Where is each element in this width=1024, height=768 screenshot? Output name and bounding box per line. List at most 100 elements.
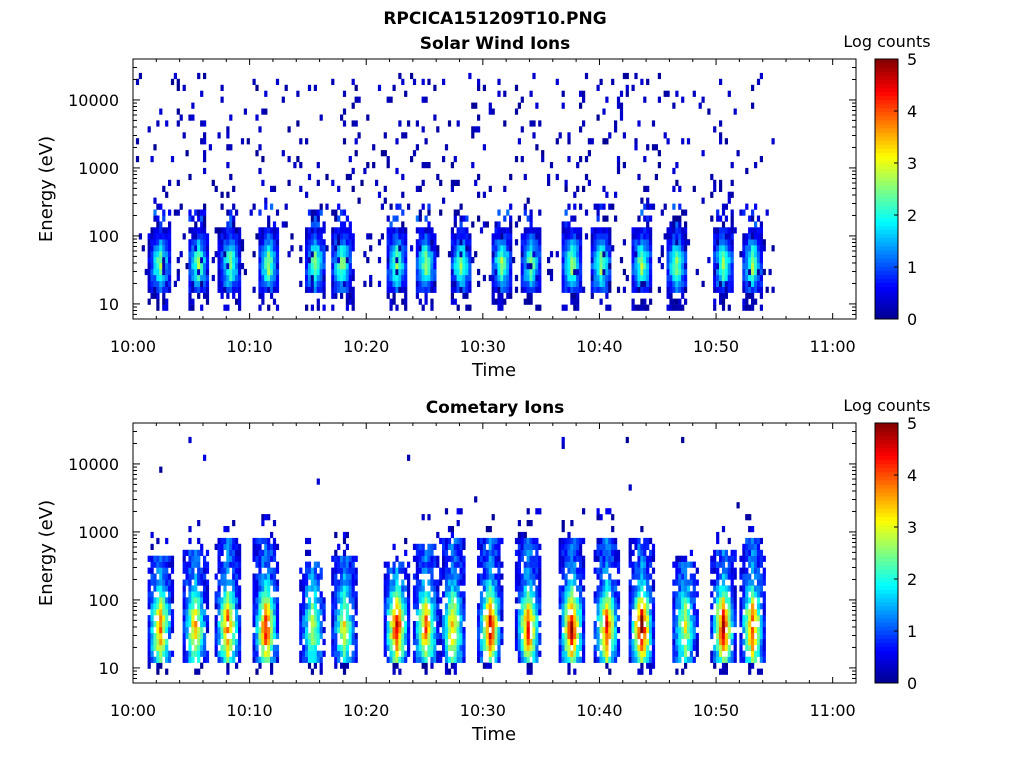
heatmap-cell (590, 138, 594, 145)
heatmap-cell (404, 638, 408, 646)
heatmap-cell (176, 209, 180, 216)
heatmap-cell (270, 615, 274, 622)
heatmap-cell (517, 597, 521, 604)
heatmap-cell (261, 286, 265, 293)
heatmap-cell (150, 591, 154, 598)
heatmap-cell (176, 274, 180, 282)
heatmap-cell (479, 638, 484, 646)
heatmap-cell (482, 144, 486, 151)
heatmap-cell (203, 579, 207, 586)
heatmap-cell (442, 650, 446, 657)
heatmap-cell (462, 215, 466, 222)
heatmap-cell (354, 573, 358, 580)
heatmap-cell (267, 638, 271, 646)
heatmap-cell (494, 603, 498, 610)
heatmap-cell (716, 227, 720, 234)
heatmap-cell (165, 233, 169, 240)
heatmap-cell (713, 126, 717, 133)
heatmap-cell (238, 585, 242, 592)
heatmap-cell (509, 215, 513, 222)
heatmap-cell (523, 537, 527, 545)
heatmap-cell (564, 257, 568, 264)
heatmap-cell (523, 585, 527, 592)
heatmap-cell (686, 632, 691, 640)
heatmap-cell (392, 245, 396, 252)
heatmap-cell (733, 638, 737, 646)
heatmap-cell (395, 304, 399, 311)
heatmap-cell (299, 632, 303, 640)
heatmap-cell (497, 537, 501, 545)
heatmap-cell (153, 280, 157, 287)
heatmap-cell (526, 638, 530, 646)
heatmap-cell (275, 609, 280, 616)
heatmap-cell (582, 537, 586, 545)
heatmap-cell (398, 263, 402, 270)
heatmap-cell (386, 567, 390, 574)
heatmap-cell (439, 573, 443, 580)
heatmap-cell (649, 656, 653, 663)
heatmap-cell (307, 549, 312, 556)
heatmap-cell (342, 656, 347, 663)
heatmap-cell (692, 638, 696, 646)
heatmap-cell (214, 591, 218, 598)
heatmap-cell (415, 579, 419, 586)
heatmap-cell (226, 292, 230, 299)
heatmap-cell (383, 638, 387, 646)
heatmap-cell (319, 591, 323, 598)
heatmap-cell (494, 585, 498, 592)
heatmap-cell (165, 650, 169, 657)
heatmap-cell (392, 650, 396, 657)
heatmap-cell (713, 257, 717, 264)
heatmap-cell (307, 597, 312, 604)
heatmap-cell (424, 274, 428, 282)
heatmap-cell (564, 227, 568, 234)
heatmap-cell (611, 609, 615, 616)
heatmap-cell (713, 286, 717, 293)
heatmap-cell (748, 257, 752, 264)
heatmap-cell (220, 292, 224, 299)
heatmap-cell (689, 644, 693, 651)
heatmap-cell (168, 245, 172, 252)
heatmap-cell (194, 251, 198, 258)
heatmap-cell (147, 268, 151, 276)
heatmap-cell (605, 543, 609, 550)
heatmap-cell (307, 227, 312, 234)
heatmap-cell (270, 263, 274, 270)
heatmap-cell (153, 209, 157, 216)
heatmap-cell (398, 597, 402, 604)
heatmap-cell (325, 245, 329, 252)
heatmap-cell (678, 573, 682, 580)
heatmap-cell (529, 90, 533, 97)
heatmap-cell (666, 304, 670, 311)
heatmap-cell (579, 609, 583, 616)
heatmap-cell (444, 508, 449, 515)
colorbar-segment (875, 75, 898, 80)
heatmap-cell (307, 585, 312, 592)
heatmap-cell (742, 573, 746, 580)
heatmap-cell (410, 156, 414, 163)
heatmap-cell (205, 268, 210, 276)
heatmap-cell (313, 627, 317, 634)
heatmap-cell (319, 567, 323, 574)
heatmap-cell (418, 543, 422, 550)
heatmap-cell (754, 537, 758, 545)
heatmap-cell (730, 227, 734, 234)
colorbar-segment (875, 302, 898, 308)
heatmap-cell (526, 239, 530, 246)
heatmap-cell (337, 251, 341, 258)
heatmap-cell (567, 638, 571, 646)
heatmap-cell (716, 591, 720, 598)
heatmap-cell (564, 573, 568, 580)
heatmap-cell (456, 555, 460, 562)
heatmap-cell (270, 268, 274, 276)
heatmap-cell (258, 662, 262, 669)
heatmap-cell (573, 227, 577, 234)
y-tick-label: 100 (88, 227, 119, 246)
heatmap-cell (322, 615, 326, 622)
heatmap-cell (313, 662, 317, 669)
heatmap-cell (444, 573, 449, 580)
heatmap-cell (523, 531, 527, 539)
heatmap-cell (748, 245, 752, 252)
heatmap-cell (334, 251, 338, 258)
heatmap-cell (331, 251, 335, 258)
